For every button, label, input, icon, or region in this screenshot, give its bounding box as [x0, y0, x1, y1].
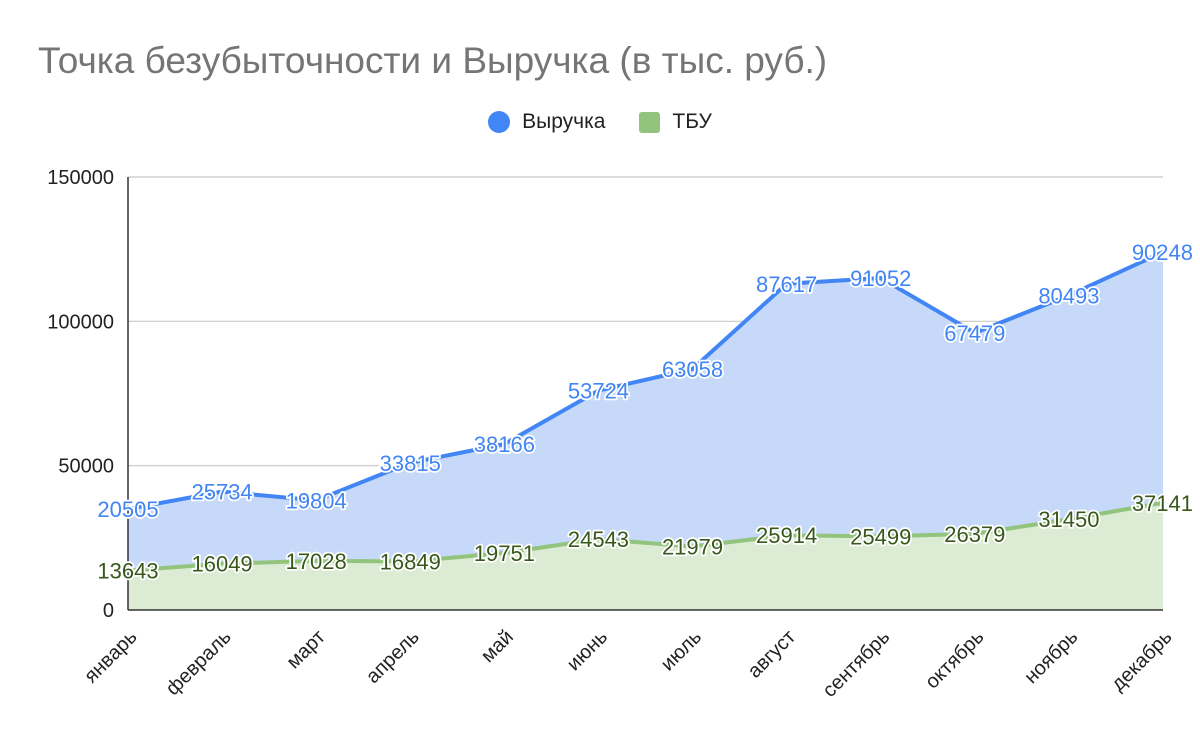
x-tick-label: июнь: [563, 626, 612, 675]
x-tick-label: апрель: [362, 626, 424, 688]
x-tick-label: март: [283, 626, 330, 673]
series-line-breakeven: [126, 500, 1165, 573]
data-label-revenue: 20505: [97, 497, 158, 522]
data-label-breakeven: 19751: [474, 541, 535, 566]
y-tick-label: 100000: [47, 311, 114, 333]
data-label-breakeven: 25914: [756, 523, 817, 548]
data-label-breakeven: 26379: [944, 522, 1005, 547]
legend-swatch-breakeven: [639, 111, 661, 133]
x-tick-label: декабрь: [1107, 626, 1176, 695]
area-breakeven: [128, 502, 1163, 610]
data-label-revenue: 80493: [1038, 283, 1099, 308]
data-label-revenue: 90248: [1132, 240, 1193, 265]
y-tick-label: 0: [103, 600, 114, 622]
chart-title: Точка безубыточности и Выручка (в тыс. р…: [38, 40, 828, 81]
data-label-revenue: 91052: [850, 266, 911, 291]
data-label-revenue: 67479: [944, 321, 1005, 346]
data-label-breakeven: 24543: [568, 527, 629, 552]
data-label-breakeven: 13643: [97, 559, 158, 584]
legend-label-revenue: Выручка: [522, 110, 606, 133]
data-label-breakeven: 37141: [1132, 491, 1193, 516]
data-label-breakeven: 25499: [850, 524, 911, 549]
legend-swatch-revenue: [488, 111, 511, 133]
data-label-revenue: 33815: [380, 451, 441, 476]
area-revenue: [128, 252, 1163, 610]
legend-item-breakeven: ТБУ: [639, 110, 712, 134]
data-label-revenue: 87617: [756, 272, 817, 297]
x-tick-label: февраль: [162, 626, 236, 700]
series-line-revenue: [126, 250, 1165, 511]
x-tick-label: октябрь: [921, 626, 988, 693]
x-tick-label: июль: [657, 626, 706, 675]
x-tick-label: май: [477, 626, 518, 667]
data-label-revenue: 53724: [568, 379, 629, 404]
data-label-revenue: 19804: [286, 488, 347, 513]
chart-legend: Выручка ТБУ: [0, 110, 1200, 134]
data-label-breakeven: 17028: [286, 549, 347, 574]
legend-label-breakeven: ТБУ: [672, 110, 712, 133]
y-tick-label: 150000: [47, 167, 114, 189]
data-label-revenue: 63058: [662, 357, 723, 382]
y-tick-label: 50000: [58, 456, 114, 478]
x-tick-label: ноябрь: [1020, 626, 1082, 688]
data-label-revenue: 25734: [191, 480, 252, 505]
x-tick-label: сентябрь: [818, 626, 894, 702]
legend-item-revenue: Выручка: [488, 110, 605, 134]
x-tick-label: август: [744, 626, 801, 683]
data-label-revenue: 38166: [474, 432, 535, 457]
data-label-breakeven: 16049: [191, 552, 252, 577]
data-label-breakeven: 16849: [380, 549, 441, 574]
data-label-breakeven: 21979: [662, 535, 723, 560]
data-label-breakeven: 31450: [1038, 507, 1099, 532]
x-tick-label: январь: [80, 626, 141, 687]
